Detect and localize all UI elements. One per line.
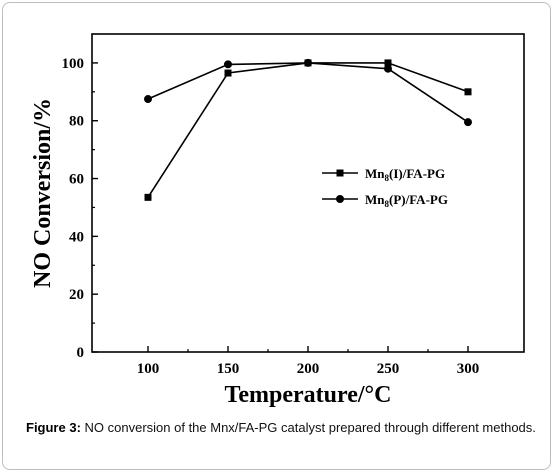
legend-marker-square xyxy=(336,169,344,177)
y-tick-label: 0 xyxy=(77,345,85,361)
series-2-point xyxy=(144,95,152,104)
x-tick-label: 200 xyxy=(297,361,320,377)
series-2-point xyxy=(464,118,472,127)
series-1-point xyxy=(384,59,392,67)
y-ticks: 0 20 40 60 80 100 xyxy=(62,56,98,361)
y-tick-label: 80 xyxy=(69,114,84,130)
y-axis-label: NO Conversion/% xyxy=(30,98,56,288)
chart: 100 150 200 250 300 0 20 40 60 80 100 Mn8(I)/FA-P… xyxy=(30,33,525,408)
x-ticks: 100 150 200 250 300 xyxy=(137,346,480,377)
series-1-point xyxy=(224,69,232,77)
figure-caption: Figure 3: NO conversion of the Mnx/FA-PG… xyxy=(26,420,544,436)
x-tick-label: 250 xyxy=(377,361,400,377)
y-tick-label: 40 xyxy=(69,229,84,245)
legend: Mn8(I)/FA-PG Mn8(P)/FA-PG xyxy=(322,166,448,209)
legend-label-2: Mn8(P)/FA-PG xyxy=(365,192,448,209)
x-axis-label: Temperature/°C xyxy=(225,382,392,408)
x-tick-label: 100 xyxy=(137,361,160,377)
series-1-point xyxy=(144,193,152,201)
series-line-2 xyxy=(147,62,469,123)
series-2-point xyxy=(304,58,312,67)
caption-text: NO conversion of the Mnx/FA-PG catalyst … xyxy=(80,420,536,435)
y-tick-label: 20 xyxy=(69,287,84,303)
series-1-point xyxy=(464,88,472,96)
y-tick-label: 60 xyxy=(69,172,84,188)
plot-frame xyxy=(91,33,525,353)
caption-label: Figure 3: xyxy=(26,420,81,435)
series-2-point xyxy=(384,64,392,73)
x-tick-label: 300 xyxy=(457,361,480,377)
axes xyxy=(91,33,525,353)
series-layer xyxy=(144,58,472,201)
series-2-point xyxy=(224,60,232,69)
legend-marker-circle xyxy=(336,195,344,203)
x-tick-label: 150 xyxy=(217,361,240,377)
y-tick-label: 100 xyxy=(62,56,85,72)
legend-label-1: Mn8(I)/FA-PG xyxy=(365,166,445,183)
